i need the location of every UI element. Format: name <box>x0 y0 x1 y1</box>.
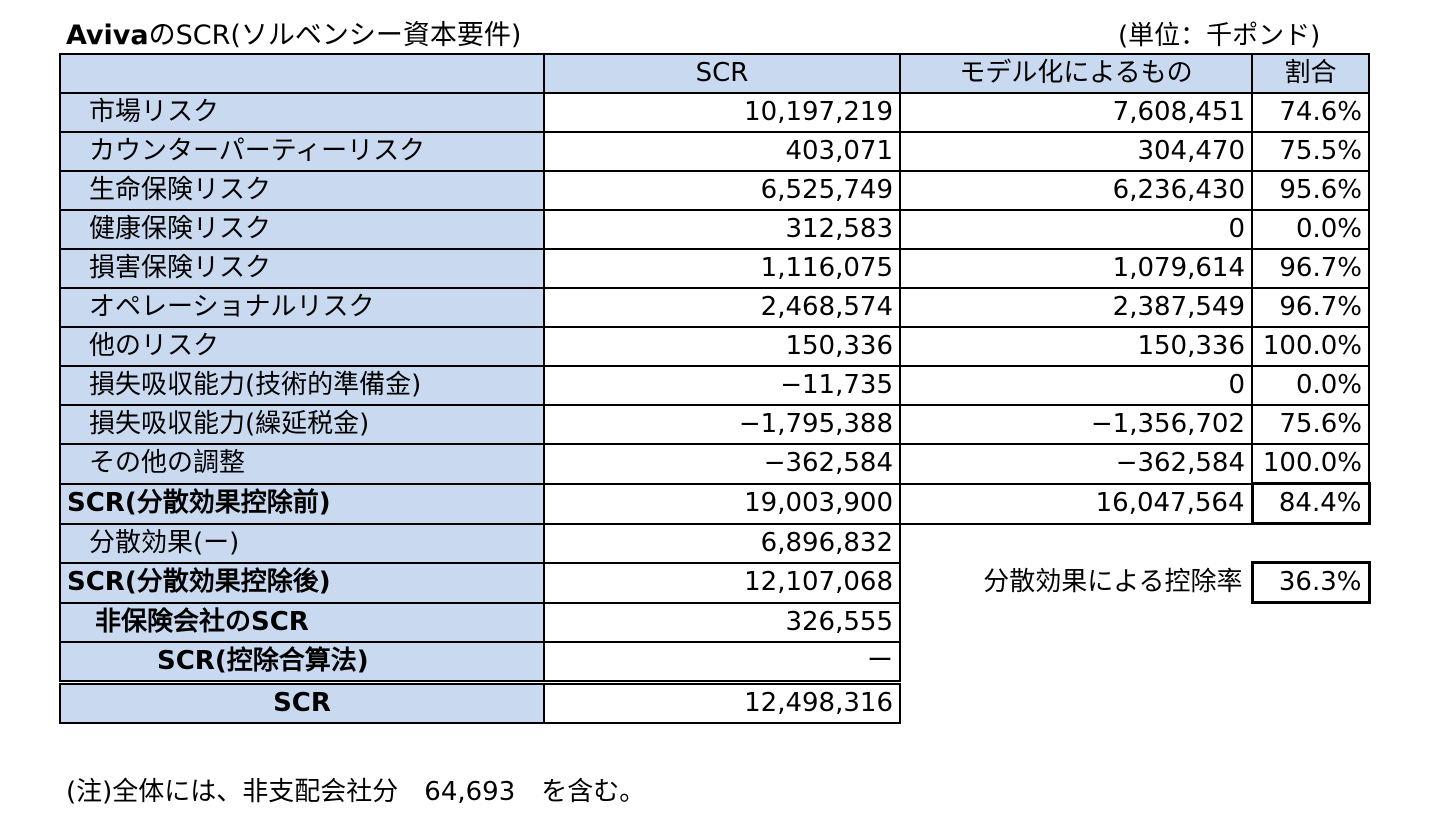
row-scr: −362,584 <box>543 443 901 485</box>
row-model: 2,387,549 <box>899 287 1253 328</box>
row-label: 健康保険リスク <box>59 209 545 250</box>
row-model: 6,236,430 <box>899 170 1253 211</box>
deduction-label: SCR(控除合算法) <box>59 640 545 683</box>
row-ratio: 75.6% <box>1251 404 1370 445</box>
row-label: 損失吸収能力(技術的準備金) <box>59 365 545 406</box>
row-ratio: 74.6% <box>1251 92 1370 133</box>
table-row: 損失吸収能力(繰延税金) −1,795,388 −1,356,702 75.6% <box>59 404 1370 445</box>
row-label: 市場リスク <box>59 92 545 133</box>
total-label: SCR <box>59 679 545 724</box>
before-diversification-row: SCR(分散効果控除前) 19,003,900 16,047,564 84.4% <box>59 482 1371 525</box>
deduction-rate-value: 36.3% <box>1250 561 1371 604</box>
diversification-row: 分散効果(ー) 6,896,832 <box>59 522 1369 564</box>
after-label: SCR(分散効果控除後) <box>59 561 545 604</box>
row-model: 150,336 <box>899 326 1253 367</box>
before-model: 16,047,564 <box>899 482 1253 525</box>
row-scr: 150,336 <box>543 326 901 367</box>
row-ratio: 0.0% <box>1251 209 1370 250</box>
deduction-scr: ー <box>543 640 901 683</box>
row-scr: −11,735 <box>543 365 901 406</box>
before-label: SCR(分散効果控除前) <box>59 482 545 525</box>
header-model: モデル化によるもの <box>899 53 1253 94</box>
diversification-label: 分散効果(ー) <box>59 522 545 564</box>
row-label: 損失吸収能力(繰延税金) <box>59 404 545 445</box>
non-insurance-row: 非保険会社のSCR 326,555 <box>59 601 1369 643</box>
row-scr: −1,795,388 <box>543 404 901 445</box>
deduction-rate-label: 分散効果による控除率 <box>983 567 1243 597</box>
header-scr: SCR <box>543 53 901 94</box>
header-row: SCR モデル化によるもの 割合 <box>59 53 1370 94</box>
row-ratio: 96.7% <box>1251 287 1370 328</box>
table-row: 生命保険リスク 6,525,749 6,236,430 95.6% <box>59 170 1370 211</box>
diversification-scr: 6,896,832 <box>543 522 901 564</box>
row-ratio: 75.5% <box>1251 131 1370 172</box>
non-insurance-scr: 326,555 <box>543 601 901 643</box>
non-insurance-label: 非保険会社のSCR <box>59 601 545 643</box>
row-ratio: 96.7% <box>1251 248 1370 289</box>
table-row: オペレーショナルリスク 2,468,574 2,387,549 96.7% <box>59 287 1370 328</box>
table-row: その他の調整 −362,584 −362,584 100.0% <box>59 443 1370 485</box>
row-ratio: 95.6% <box>1251 170 1370 211</box>
row-scr: 2,468,574 <box>543 287 901 328</box>
row-scr: 10,197,219 <box>543 92 901 133</box>
before-ratio: 84.4% <box>1250 482 1371 525</box>
row-ratio: 100.0% <box>1251 443 1370 485</box>
header-ratio: 割合 <box>1251 53 1370 94</box>
row-scr: 1,116,075 <box>543 248 901 289</box>
row-model: −362,584 <box>899 443 1253 485</box>
footnote: (注)全体には、非支配会社分 64,693 を含む。 <box>66 777 646 807</box>
row-label: 生命保険リスク <box>59 170 545 211</box>
after-scr: 12,107,068 <box>543 561 901 604</box>
row-model: 0 <box>899 209 1253 250</box>
row-model: 1,079,614 <box>899 248 1253 289</box>
row-label: その他の調整 <box>59 443 545 485</box>
table-row: カウンターパーティーリスク 403,071 304,470 75.5% <box>59 131 1370 172</box>
table-row: 健康保険リスク 312,583 0 0.0% <box>59 209 1370 250</box>
deduction-aggregation-row: SCR(控除合算法) ー <box>59 640 1369 683</box>
row-model: −1,356,702 <box>899 404 1253 445</box>
before-scr: 19,003,900 <box>543 482 901 525</box>
row-label: 損害保険リスク <box>59 248 545 289</box>
unit-label: (単位：千ポンド) <box>1118 21 1321 51</box>
row-model: 304,470 <box>899 131 1253 172</box>
row-label: 他のリスク <box>59 326 545 367</box>
total-scr: 12,498,316 <box>543 679 901 724</box>
header-blank <box>59 53 545 94</box>
row-label: オペレーショナルリスク <box>59 287 545 328</box>
scr-table: SCR モデル化によるもの 割合 市場リスク 10,197,219 7,608,… <box>59 53 1371 724</box>
row-scr: 403,071 <box>543 131 901 172</box>
table-row: 他のリスク 150,336 150,336 100.0% <box>59 326 1370 367</box>
row-scr: 6,525,749 <box>543 170 901 211</box>
row-label: カウンターパーティーリスク <box>59 131 545 172</box>
total-row: SCR 12,498,316 <box>59 679 1369 724</box>
table-row: 市場リスク 10,197,219 7,608,451 74.6% <box>59 92 1370 133</box>
row-scr: 312,583 <box>543 209 901 250</box>
table-row: 損害保険リスク 1,116,075 1,079,614 96.7% <box>59 248 1370 289</box>
row-ratio: 0.0% <box>1251 365 1370 406</box>
row-model: 7,608,451 <box>899 92 1253 133</box>
row-ratio: 100.0% <box>1251 326 1370 367</box>
table-row: 損失吸収能力(技術的準備金) −11,735 0 0.0% <box>59 365 1370 406</box>
page-title: AvivaのSCR(ソルベンシー資本要件) <box>66 20 522 51</box>
after-diversification-row: SCR(分散効果控除後) 12,107,068 分散効果による控除率 36.3% <box>59 561 1371 604</box>
row-model: 0 <box>899 365 1253 406</box>
